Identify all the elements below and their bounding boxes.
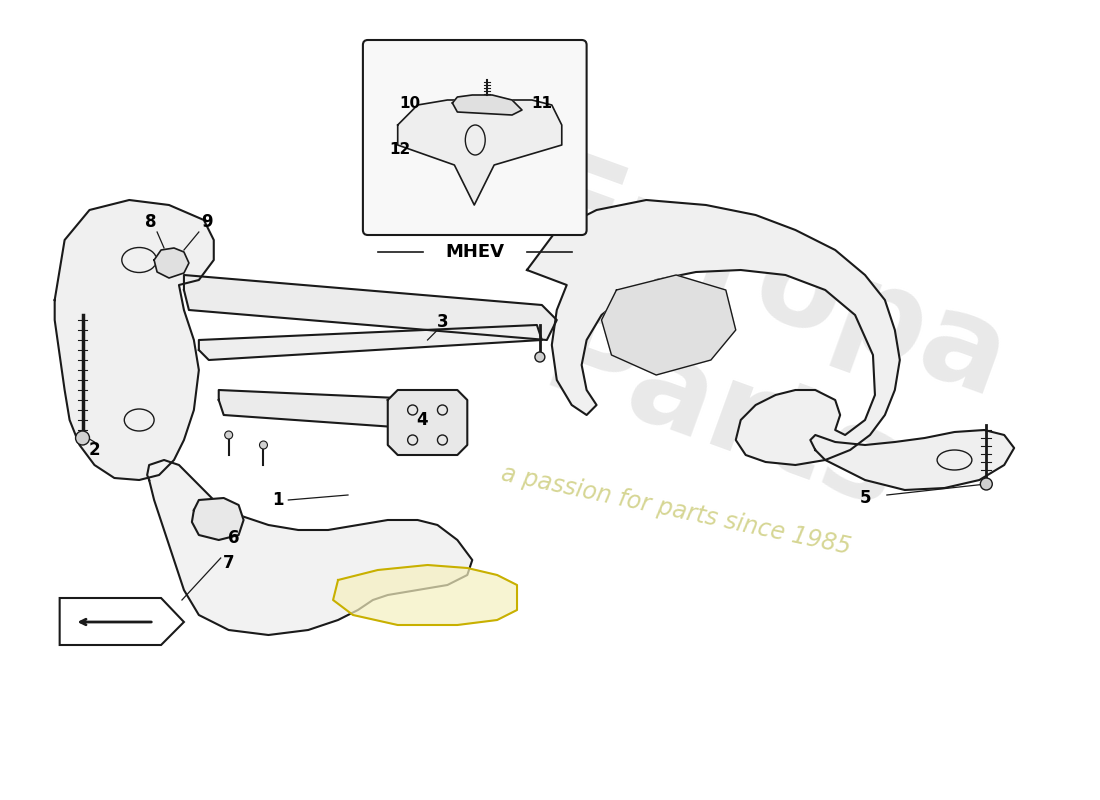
Text: 10: 10 <box>399 95 420 110</box>
Text: 12: 12 <box>389 142 410 158</box>
Text: MHEV: MHEV <box>446 243 504 261</box>
Polygon shape <box>184 275 557 340</box>
Circle shape <box>224 431 233 439</box>
Polygon shape <box>398 100 562 205</box>
Polygon shape <box>811 430 1014 490</box>
FancyBboxPatch shape <box>363 40 586 235</box>
Text: a passion for parts since 1985: a passion for parts since 1985 <box>499 461 854 559</box>
Polygon shape <box>388 390 467 455</box>
Polygon shape <box>147 460 472 635</box>
Circle shape <box>260 441 267 449</box>
Text: 2: 2 <box>89 441 100 459</box>
Text: 1: 1 <box>273 491 284 509</box>
Text: 5: 5 <box>859 489 871 507</box>
Polygon shape <box>55 200 213 480</box>
Polygon shape <box>219 390 442 430</box>
Text: 3: 3 <box>437 313 449 331</box>
Text: 11: 11 <box>531 95 552 110</box>
Circle shape <box>980 478 992 490</box>
Polygon shape <box>154 248 189 278</box>
Text: 8: 8 <box>145 213 157 231</box>
Text: 9: 9 <box>201 213 212 231</box>
Text: 6: 6 <box>228 529 240 547</box>
Polygon shape <box>59 598 184 645</box>
Polygon shape <box>602 275 736 375</box>
Polygon shape <box>452 95 522 115</box>
Polygon shape <box>527 200 900 465</box>
Polygon shape <box>191 498 243 540</box>
Text: 4: 4 <box>417 411 428 429</box>
Circle shape <box>76 431 89 445</box>
Text: Europa
Parts: Europa Parts <box>469 142 1023 558</box>
Polygon shape <box>333 565 517 625</box>
Text: 7: 7 <box>223 554 234 572</box>
Circle shape <box>535 352 544 362</box>
Polygon shape <box>199 325 542 360</box>
